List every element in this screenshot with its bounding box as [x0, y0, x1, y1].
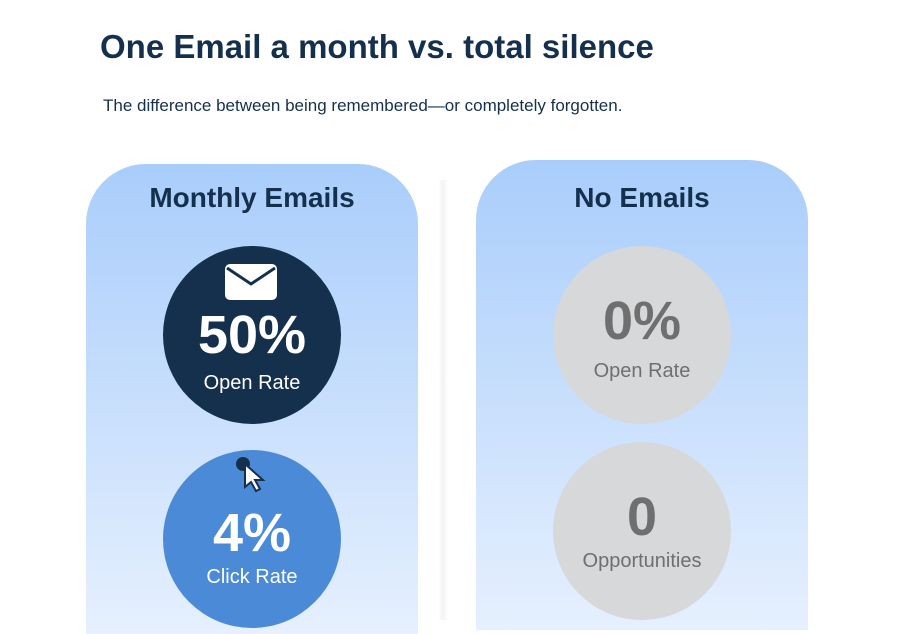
no-open-rate-value: 0%: [602, 291, 682, 351]
monthly-emails-card: Monthly Emails 50% Open Rate 4% Click Ra…: [86, 164, 418, 634]
open-rate-value: 50%: [197, 305, 307, 365]
card-heading: No Emails: [574, 182, 710, 213]
no-open-rate-label: Open Rate: [593, 360, 691, 382]
divider: [438, 180, 448, 620]
open-rate-circle: 50% Open Rate: [163, 246, 341, 424]
opportunities-circle: 0 Opportunities: [553, 442, 731, 620]
page-subtitle: The difference between being remembered—…: [103, 96, 623, 115]
opportunities-value: 0: [626, 487, 658, 547]
click-rate-circle: 4% Click Rate: [163, 450, 341, 628]
open-rate-label: Open Rate: [203, 372, 301, 394]
click-rate-label: Click Rate: [206, 566, 298, 588]
card-heading: Monthly Emails: [149, 182, 355, 213]
no-open-rate-circle: 0% Open Rate: [553, 246, 731, 424]
page-title: One Email a month vs. total silence: [100, 28, 654, 65]
no-emails-card: No Emails 0% Open Rate 0 Opportunities: [476, 160, 808, 630]
click-rate-value: 4%: [212, 503, 292, 563]
cursor-click-icon: [236, 457, 266, 493]
envelope-icon: [225, 264, 277, 300]
opportunities-label: Opportunities: [582, 550, 702, 572]
